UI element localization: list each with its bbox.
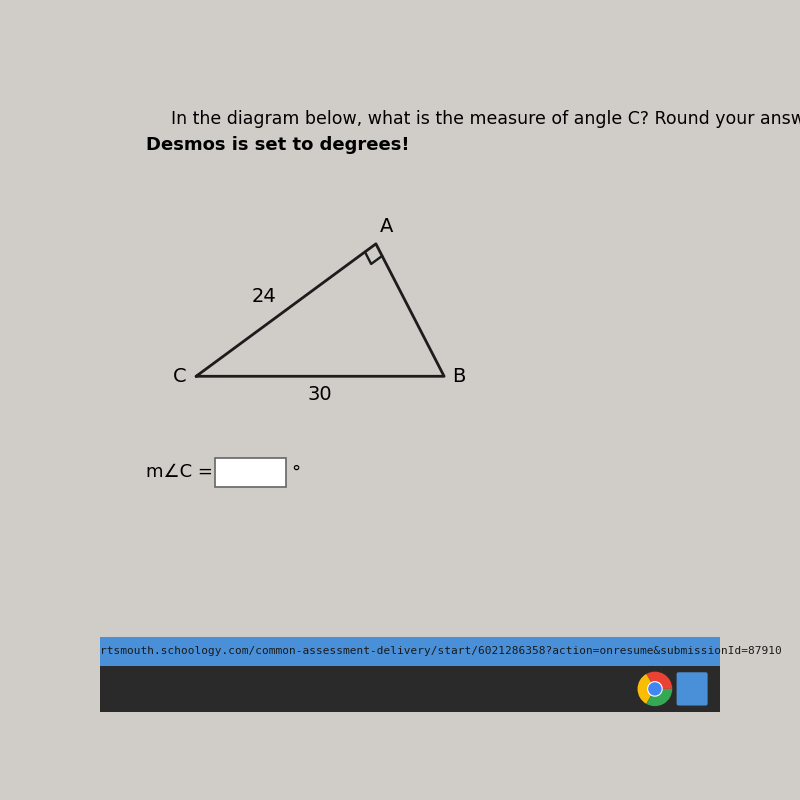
FancyBboxPatch shape xyxy=(677,672,708,706)
Circle shape xyxy=(648,682,662,696)
Text: °: ° xyxy=(291,463,300,482)
Wedge shape xyxy=(646,689,672,706)
Bar xyxy=(214,458,286,487)
Text: Desmos is set to degrees!: Desmos is set to degrees! xyxy=(146,136,410,154)
Text: A: A xyxy=(380,217,393,236)
Wedge shape xyxy=(646,672,672,689)
Text: 30: 30 xyxy=(308,386,333,404)
Text: rtsmouth.schoology.com/common-assessment-delivery/start/6021286358?action=onresu: rtsmouth.schoology.com/common-assessment… xyxy=(100,646,782,656)
Wedge shape xyxy=(638,674,655,704)
Text: B: B xyxy=(452,366,465,386)
Bar xyxy=(100,637,720,666)
Text: 24: 24 xyxy=(252,286,277,306)
Text: C: C xyxy=(173,366,186,386)
Text: m∠C =: m∠C = xyxy=(146,462,214,481)
Bar xyxy=(100,666,720,712)
Text: In the diagram below, what is the measure of angle C? Round your answer to the: In the diagram below, what is the measur… xyxy=(171,110,800,127)
